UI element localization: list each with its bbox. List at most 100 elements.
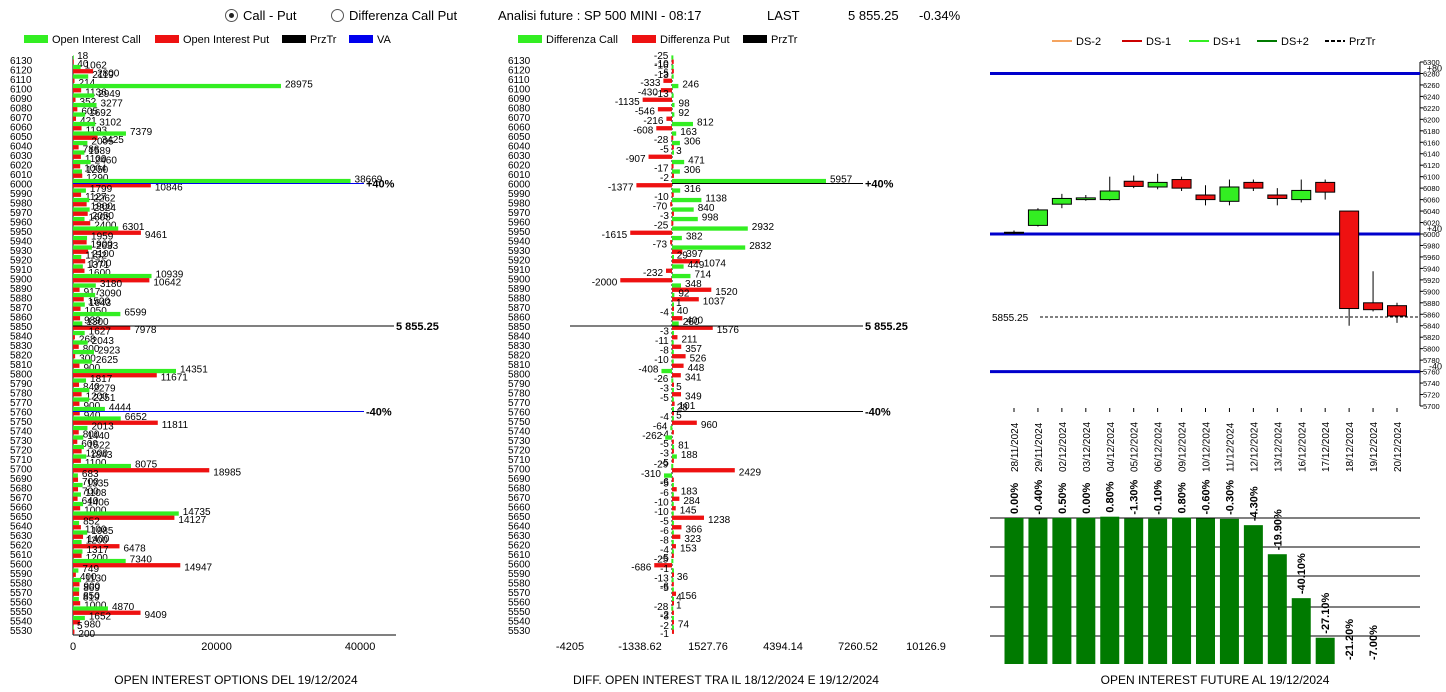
strike-tick-label: 5740 bbox=[508, 427, 531, 438]
call-value-label: 38669 bbox=[355, 175, 383, 186]
put-value-label: 1200 bbox=[86, 449, 109, 460]
oi-bar-label: 0.50% bbox=[1057, 482, 1069, 513]
diff-call-label: -8 bbox=[660, 346, 669, 357]
x-tick-label: -4205 bbox=[556, 641, 584, 653]
call-value-label: 1152 bbox=[85, 251, 107, 262]
date-tick-label: 03/12/2024 bbox=[1082, 422, 1093, 472]
put-value-label: 700 bbox=[82, 477, 99, 488]
oi-bar-label: 0.00% bbox=[1081, 482, 1093, 513]
diff-put-label: 183 bbox=[681, 487, 698, 498]
strike-tick-label: 5680 bbox=[508, 484, 531, 495]
candle-body bbox=[1195, 194, 1216, 201]
diff-put-label: 40 bbox=[677, 306, 689, 317]
legend-label: DS+2 bbox=[1281, 36, 1309, 48]
call-bar bbox=[73, 178, 351, 184]
put-bar bbox=[73, 401, 80, 406]
strike-tick-label: 6090 bbox=[10, 94, 33, 105]
call-value-label: 2043 bbox=[92, 336, 115, 347]
diff-put-bar bbox=[672, 316, 683, 321]
diff-call-bar bbox=[671, 74, 674, 79]
date-tick-label: 19/12/2024 bbox=[1369, 422, 1380, 472]
diff-put-bar bbox=[672, 297, 699, 302]
diff-call-bar bbox=[671, 587, 674, 592]
diff-put-label: -28 bbox=[654, 135, 669, 146]
diff-put-label: -70 bbox=[653, 202, 668, 213]
legend-label: DS-1 bbox=[1146, 36, 1171, 48]
strike-tick-label: 5770 bbox=[508, 398, 531, 409]
strike-tick-label: 6060 bbox=[508, 123, 531, 134]
legend-swatch bbox=[349, 35, 373, 43]
strike-tick-label: 6130 bbox=[10, 56, 33, 67]
put-bar bbox=[73, 344, 79, 349]
diff-call-label: -1 bbox=[660, 564, 669, 575]
legend-label: VA bbox=[377, 34, 392, 46]
put-value-label: 14127 bbox=[178, 515, 206, 526]
price-tick-label: 6120 bbox=[1423, 161, 1440, 170]
diff-call-label: 998 bbox=[702, 213, 719, 224]
call-bar bbox=[73, 511, 179, 516]
put-value-label: 840 bbox=[83, 382, 100, 393]
call-value-label: 1335 bbox=[87, 479, 110, 490]
radio-diff[interactable]: Differenza Call Put bbox=[331, 8, 457, 23]
put-value-label: 700 bbox=[82, 487, 99, 498]
diff-call-label: 840 bbox=[698, 203, 715, 214]
strike-tick-label: 5540 bbox=[508, 617, 531, 628]
oi-bar bbox=[1315, 637, 1335, 664]
diff-put-bar bbox=[671, 458, 674, 463]
call-bar bbox=[73, 596, 79, 602]
put-bar bbox=[73, 534, 84, 539]
put-value-label: 421 bbox=[80, 116, 97, 127]
price-tick-label: 5860 bbox=[1423, 310, 1440, 319]
put-value-label: 11671 bbox=[161, 373, 189, 384]
diff-call-label: -25 bbox=[654, 51, 669, 62]
diff-call-label: -4 bbox=[660, 412, 669, 423]
strike-tick-label: 5670 bbox=[508, 493, 531, 504]
put-bar bbox=[73, 183, 151, 188]
put-value-label: 605 bbox=[81, 107, 98, 118]
put-value-label: 900 bbox=[83, 582, 100, 593]
call-bar bbox=[73, 568, 79, 573]
diff-put-bar bbox=[642, 97, 672, 102]
diff-put-label: 5 bbox=[676, 382, 682, 393]
diff-call-label: -29 bbox=[654, 460, 669, 471]
call-value-label: 2633 bbox=[96, 241, 119, 252]
put-bar bbox=[73, 259, 86, 264]
diff-put-bar bbox=[671, 553, 674, 558]
diff-put-label: 284 bbox=[683, 496, 700, 507]
radio-call-put[interactable]: Call - Put bbox=[225, 8, 296, 23]
price-tick-label: 6160 bbox=[1423, 138, 1440, 147]
diff-call-bar bbox=[672, 112, 675, 117]
diff-call-label: 1138 bbox=[705, 194, 727, 205]
diff-call-bar bbox=[671, 378, 674, 383]
radio-selected-icon bbox=[225, 9, 238, 22]
diff-put-label: -5 bbox=[660, 439, 669, 450]
call-bar bbox=[73, 378, 87, 383]
strike-tick-label: 5750 bbox=[508, 417, 531, 428]
call-bar bbox=[73, 321, 83, 326]
put-value-label: 1200 bbox=[86, 392, 109, 403]
put-value-label: 980 bbox=[84, 620, 101, 631]
call-bar bbox=[73, 245, 92, 250]
strike-tick-label: 5900 bbox=[10, 275, 33, 286]
put-value-label: 14947 bbox=[184, 563, 212, 574]
diff-call-label: -13 bbox=[654, 574, 669, 585]
price-tick-label: 5780 bbox=[1423, 356, 1440, 365]
diff-put-label: -5 bbox=[660, 69, 669, 80]
oi-bar-label: 0.80% bbox=[1105, 481, 1117, 512]
strike-tick-label: 5570 bbox=[508, 588, 531, 599]
diff-call-label: 306 bbox=[684, 137, 701, 148]
price-tick-label: 5820 bbox=[1423, 333, 1440, 342]
date-tick-label: 05/12/2024 bbox=[1130, 422, 1141, 472]
strike-tick-label: 5790 bbox=[508, 379, 531, 390]
call-value-label: 2625 bbox=[96, 355, 119, 366]
date-tick-label: 20/12/2024 bbox=[1393, 422, 1404, 472]
candle-body bbox=[1004, 231, 1024, 234]
put-value-label: 917 bbox=[84, 287, 101, 298]
put-bar bbox=[73, 411, 80, 416]
put-value-label: 1900 bbox=[91, 202, 114, 213]
strike-tick-label: 5800 bbox=[10, 370, 33, 381]
diff-call-bar bbox=[672, 188, 681, 193]
reference-line-label: 5 855.25 bbox=[396, 321, 439, 333]
put-bar bbox=[73, 126, 82, 131]
legend-label: Differenza Put bbox=[660, 34, 730, 46]
